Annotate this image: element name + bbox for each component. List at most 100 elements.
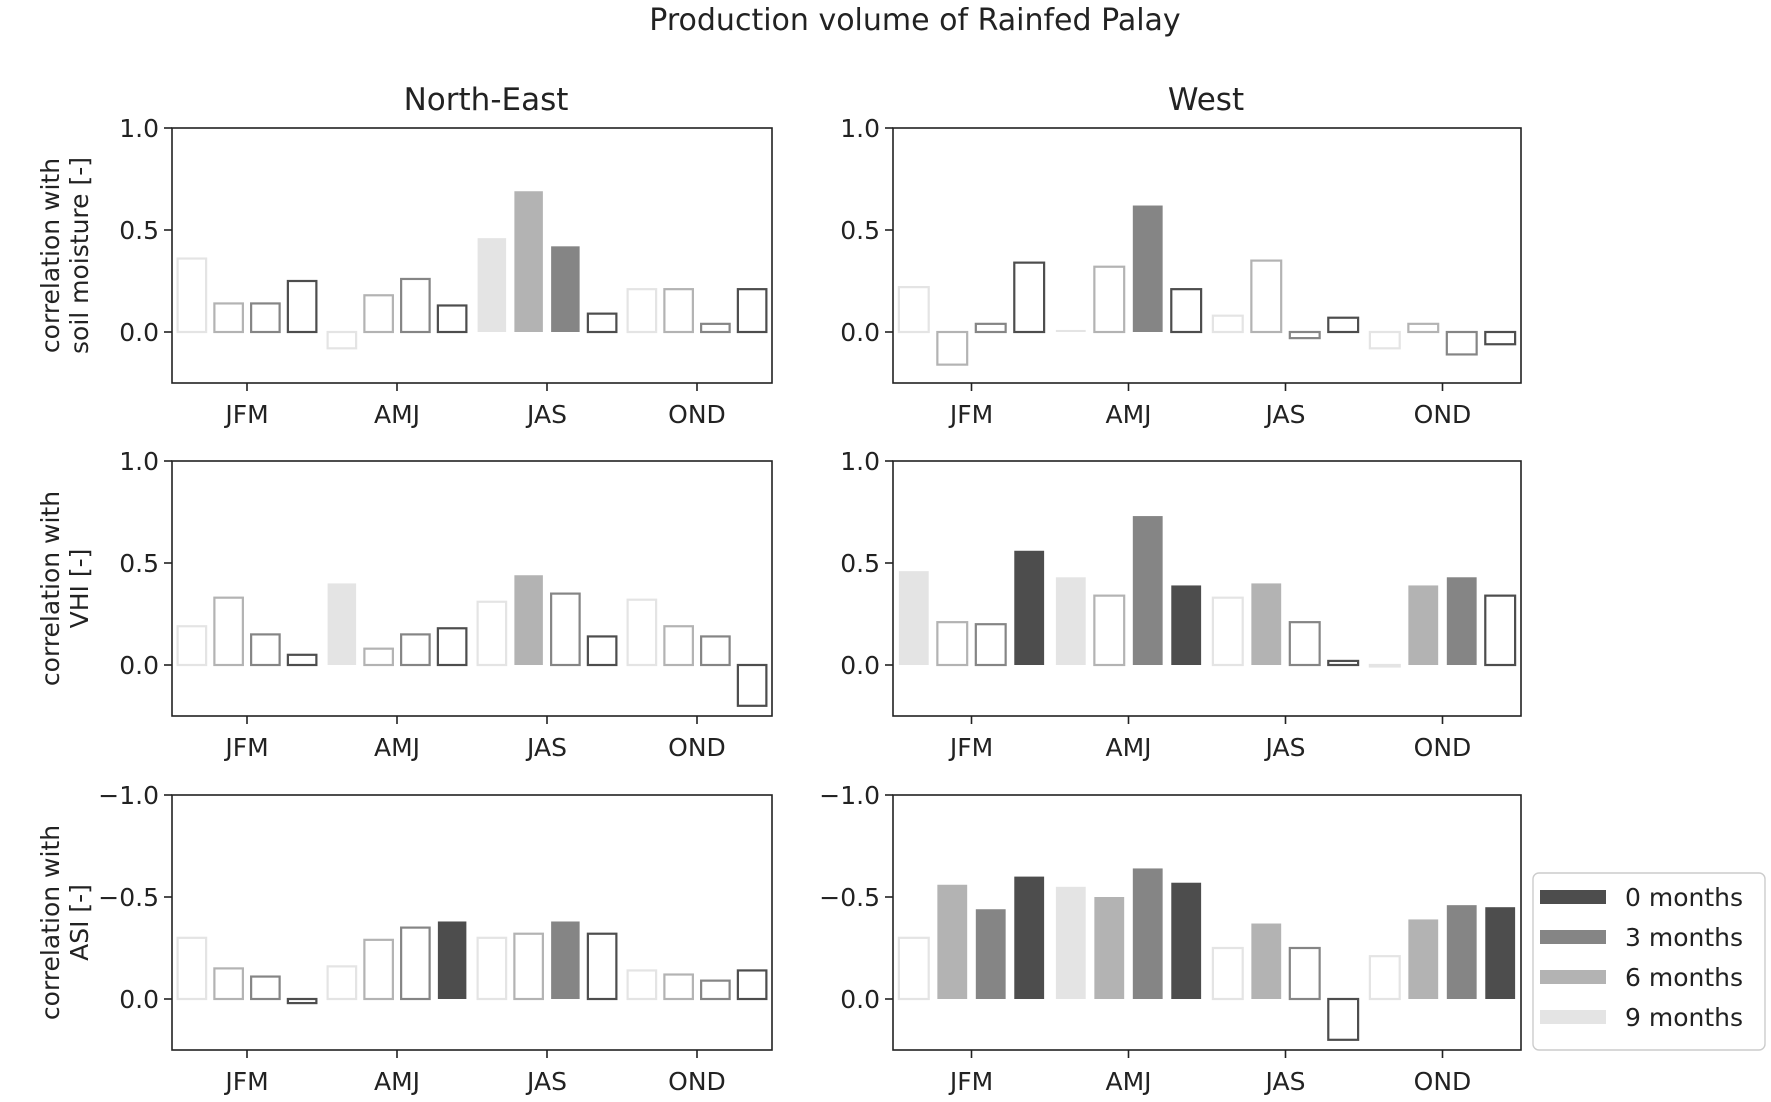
bar-amj-3-months bbox=[400, 277, 431, 334]
y-tick-label: 1.0 bbox=[119, 447, 159, 476]
x-tick-label-ond: OND bbox=[1414, 1067, 1472, 1096]
panels: 1.0 0.5 0.0 JFM AMJ JAS OND correlation withsoi… bbox=[36, 114, 1522, 1096]
bar-jfm-9-months bbox=[897, 286, 930, 334]
panel-west-asi: −1.0 −0.5 0.0 JFM AMJ JAS OND bbox=[819, 781, 1522, 1096]
bar-ond-6-months bbox=[663, 288, 694, 334]
bar-ond-6-months bbox=[1408, 919, 1439, 999]
bar-ond-3-months bbox=[1446, 577, 1477, 665]
bar-jfm-9-months bbox=[898, 571, 929, 665]
x-tick-label-ond: OND bbox=[1414, 400, 1472, 429]
bar-amj-6-months bbox=[363, 938, 394, 1001]
y-axis-label: correlation withsoil moisture [-] bbox=[36, 157, 94, 354]
y-tick-label: 0.5 bbox=[840, 549, 880, 578]
bar-jas-6-months bbox=[514, 191, 543, 332]
bar-amj-3-months bbox=[1132, 868, 1163, 999]
bar-jfm-0-months bbox=[286, 653, 318, 667]
bar-amj-6-months bbox=[1093, 265, 1126, 334]
bar-jas-0-months bbox=[1327, 659, 1360, 667]
y-axis-label: correlation withVHI [-] bbox=[36, 491, 94, 686]
bar-jas-6-months bbox=[1250, 259, 1283, 334]
bar-jfm-6-months bbox=[213, 967, 244, 1001]
x-tick-label-jas: JAS bbox=[525, 400, 567, 429]
bar-jas-3-months bbox=[1288, 330, 1321, 340]
bar-amj-6-months bbox=[363, 647, 394, 667]
legend-label-6-months: 6 months bbox=[1625, 963, 1743, 992]
bar-jas-9-months bbox=[476, 936, 508, 1001]
bar-amj-9-months bbox=[1055, 886, 1086, 999]
bar-ond-9-months bbox=[1368, 663, 1401, 668]
x-tick-label-jfm: JFM bbox=[948, 400, 993, 429]
bar-jas-3-months bbox=[1288, 946, 1321, 1001]
bar-amj-9-months bbox=[326, 330, 358, 350]
bar-amj-3-months bbox=[400, 633, 431, 667]
bar-jas-9-months bbox=[476, 600, 508, 667]
bar-jfm-3-months bbox=[250, 975, 281, 1001]
x-tick-label-amj: AMJ bbox=[1105, 400, 1151, 429]
bar-jas-9-months bbox=[1211, 314, 1244, 334]
axes-frame bbox=[171, 794, 773, 1051]
bar-jfm-9-months bbox=[897, 936, 930, 1001]
bar-ond-0-months bbox=[1485, 907, 1516, 999]
bar-amj-9-months bbox=[327, 583, 357, 665]
panel-north-east-vhi: 1.0 0.5 0.0 JFM AMJ JAS OND correlation withVHI… bbox=[36, 447, 773, 762]
bar-jfm-3-months bbox=[975, 909, 1006, 999]
legend-swatch-6-months bbox=[1540, 970, 1606, 984]
bar-jfm-9-months bbox=[176, 936, 208, 1001]
bar-amj-9-months bbox=[1055, 329, 1086, 332]
bar-jfm-0-months bbox=[1013, 261, 1046, 334]
bar-ond-6-months bbox=[1407, 322, 1440, 334]
bar-amj-3-months bbox=[1132, 516, 1163, 665]
bar-amj-6-months bbox=[1093, 594, 1126, 667]
bar-jfm-0-months bbox=[1014, 550, 1045, 665]
bar-jas-6-months bbox=[1251, 583, 1282, 665]
y-tick-label: 0.0 bbox=[119, 318, 159, 347]
bar-amj-9-months bbox=[326, 965, 358, 1001]
bar-jfm-3-months bbox=[974, 623, 1007, 667]
y-tick-label: 1.0 bbox=[840, 114, 880, 143]
bar-ond-0-months bbox=[1484, 330, 1517, 346]
y-tick-label: 0.0 bbox=[840, 318, 880, 347]
legend-swatch-9-months bbox=[1540, 1010, 1606, 1024]
x-tick-label-jfm: JFM bbox=[223, 733, 268, 762]
x-tick-label-ond: OND bbox=[668, 400, 726, 429]
legend-swatch-0-months bbox=[1540, 890, 1606, 904]
bar-jfm-0-months bbox=[286, 997, 318, 1005]
bar-jas-9-months bbox=[477, 238, 507, 332]
bar-amj-9-months bbox=[1055, 577, 1086, 665]
x-tick-label-jas: JAS bbox=[525, 1067, 567, 1096]
bar-amj-0-months bbox=[1171, 585, 1202, 665]
bar-jfm-6-months bbox=[213, 302, 244, 334]
y-tick-label: −1.0 bbox=[819, 781, 880, 810]
y-tick-label: 0.0 bbox=[119, 985, 159, 1014]
bar-jas-3-months bbox=[550, 592, 581, 667]
bar-ond-6-months bbox=[663, 625, 694, 667]
bar-jfm-6-months bbox=[213, 596, 244, 667]
column-title-west: West bbox=[1168, 82, 1244, 118]
bar-amj-0-months bbox=[1170, 288, 1203, 334]
bar-jfm-0-months bbox=[1014, 876, 1045, 999]
x-tick-label-jas: JAS bbox=[1264, 400, 1306, 429]
y-axis-label-line: correlation with bbox=[36, 158, 65, 353]
bar-ond-9-months bbox=[626, 288, 658, 334]
bar-amj-0-months bbox=[437, 921, 467, 999]
axes-frame bbox=[892, 794, 1522, 1051]
panel-west-soil-moisture: 1.0 0.5 0.0 JFM AMJ JAS OND bbox=[840, 114, 1522, 429]
bar-jas-9-months bbox=[1211, 596, 1244, 667]
figure-title: Production volume of Rainfed Palay bbox=[649, 3, 1180, 38]
bar-jas-3-months bbox=[551, 921, 580, 999]
bar-jas-0-months bbox=[586, 635, 618, 667]
x-tick-label-jfm: JFM bbox=[948, 733, 993, 762]
x-tick-label-ond: OND bbox=[668, 733, 726, 762]
bar-jas-3-months bbox=[1288, 621, 1321, 667]
bar-ond-9-months bbox=[1368, 330, 1401, 350]
bar-jas-6-months bbox=[513, 932, 544, 1001]
y-tick-label: −1.0 bbox=[98, 781, 159, 810]
column-title-north-east: North-East bbox=[404, 82, 569, 118]
y-tick-label: 0.5 bbox=[119, 216, 159, 245]
bar-ond-0-months bbox=[736, 663, 768, 707]
bar-amj-6-months bbox=[363, 294, 394, 334]
bar-amj-0-months bbox=[436, 627, 468, 667]
bar-ond-3-months bbox=[1445, 330, 1478, 356]
axes-frame bbox=[171, 127, 773, 384]
bar-jfm-6-months bbox=[937, 884, 968, 999]
